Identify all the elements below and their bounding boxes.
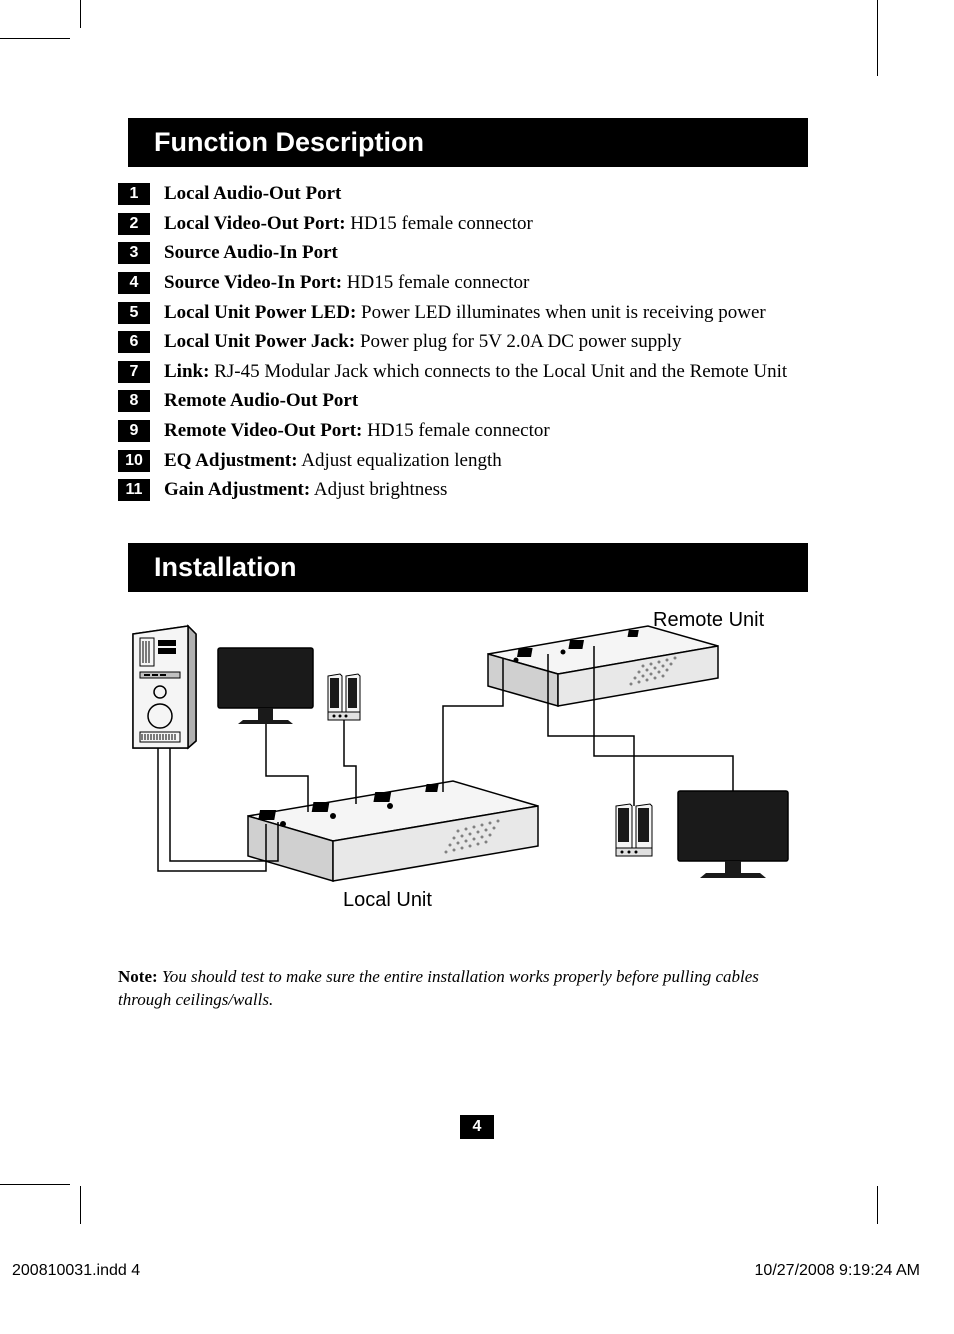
item-text: Local Unit Power Jack: Power plug for 5V… xyxy=(164,329,808,355)
item-number-badge: 10 xyxy=(118,450,150,472)
item-number-badge: 5 xyxy=(118,302,150,324)
item-number-badge: 8 xyxy=(118,390,150,412)
crop-mark xyxy=(877,1186,878,1224)
speakers-icon xyxy=(328,674,360,720)
item-number-badge: 3 xyxy=(118,242,150,264)
crop-mark xyxy=(0,1184,70,1185)
remote-unit-icon xyxy=(488,626,718,706)
list-item: 6 Local Unit Power Jack: Power plug for … xyxy=(118,329,808,355)
list-item: 11 Gain Adjustment: Adjust brightness xyxy=(118,477,808,503)
section-header-function: Function Description xyxy=(128,118,808,167)
list-item: 9 Remote Video-Out Port: HD15 female con… xyxy=(118,418,808,444)
item-number-badge: 7 xyxy=(118,361,150,383)
item-text: Local Audio-Out Port xyxy=(164,181,808,207)
list-item: 1 Local Audio-Out Port xyxy=(118,181,808,207)
item-text: Remote Video-Out Port: HD15 female conne… xyxy=(164,418,808,444)
page-content: Function Description 1 Local Audio-Out P… xyxy=(118,118,808,1012)
crop-mark xyxy=(80,0,81,28)
list-item: 7 Link: RJ-45 Modular Jack which connect… xyxy=(118,359,808,385)
footer-filename: 200810031.indd 4 xyxy=(12,1262,140,1280)
local-unit-icon xyxy=(248,781,538,881)
item-number-badge: 2 xyxy=(118,213,150,235)
crop-mark xyxy=(877,0,878,76)
item-text: Link: RJ-45 Modular Jack which connects … xyxy=(164,359,808,385)
monitor-icon xyxy=(678,791,788,878)
pc-tower-icon xyxy=(133,626,196,748)
list-item: 10 EQ Adjustment: Adjust equalization le… xyxy=(118,448,808,474)
list-item: 8 Remote Audio-Out Port xyxy=(118,388,808,414)
list-item: 4 Source Video-In Port: HD15 female conn… xyxy=(118,270,808,296)
item-text: EQ Adjustment: Adjust equalization lengt… xyxy=(164,448,808,474)
speakers-icon xyxy=(616,804,652,856)
crop-mark xyxy=(80,1186,81,1224)
list-item: 5 Local Unit Power LED: Power LED illumi… xyxy=(118,300,808,326)
item-number-badge: 11 xyxy=(118,479,150,501)
page-number-badge: 4 xyxy=(460,1115,494,1139)
section-header-installation: Installation xyxy=(128,543,808,592)
item-number-badge: 9 xyxy=(118,420,150,442)
item-text: Local Unit Power LED: Power LED illumina… xyxy=(164,300,808,326)
item-text: Source Video-In Port: HD15 female connec… xyxy=(164,270,808,296)
item-text: Local Video-Out Port: HD15 female connec… xyxy=(164,211,808,237)
item-text: Source Audio-In Port xyxy=(164,240,808,266)
item-text: Gain Adjustment: Adjust brightness xyxy=(164,477,808,503)
remote-unit-label: Remote Unit xyxy=(653,609,765,631)
monitor-icon xyxy=(218,648,313,724)
manual-page: Function Description 1 Local Audio-Out P… xyxy=(0,0,954,1334)
crop-mark xyxy=(0,38,70,39)
function-list: 1 Local Audio-Out Port 2 Local Video-Out… xyxy=(118,181,808,503)
list-item: 2 Local Video-Out Port: HD15 female conn… xyxy=(118,211,808,237)
item-number-badge: 6 xyxy=(118,331,150,353)
item-text: Remote Audio-Out Port xyxy=(164,388,808,414)
item-number-badge: 1 xyxy=(118,183,150,205)
print-footer: 200810031.indd 4 10/27/2008 9:19:24 AM xyxy=(12,1262,920,1280)
installation-diagram: Local Unit xyxy=(118,606,808,926)
item-number-badge: 4 xyxy=(118,272,150,294)
list-item: 3 Source Audio-In Port xyxy=(118,240,808,266)
installation-note: Note: You should test to make sure the e… xyxy=(118,966,808,1012)
footer-timestamp: 10/27/2008 9:19:24 AM xyxy=(755,1262,920,1280)
local-unit-label: Local Unit xyxy=(343,889,432,911)
